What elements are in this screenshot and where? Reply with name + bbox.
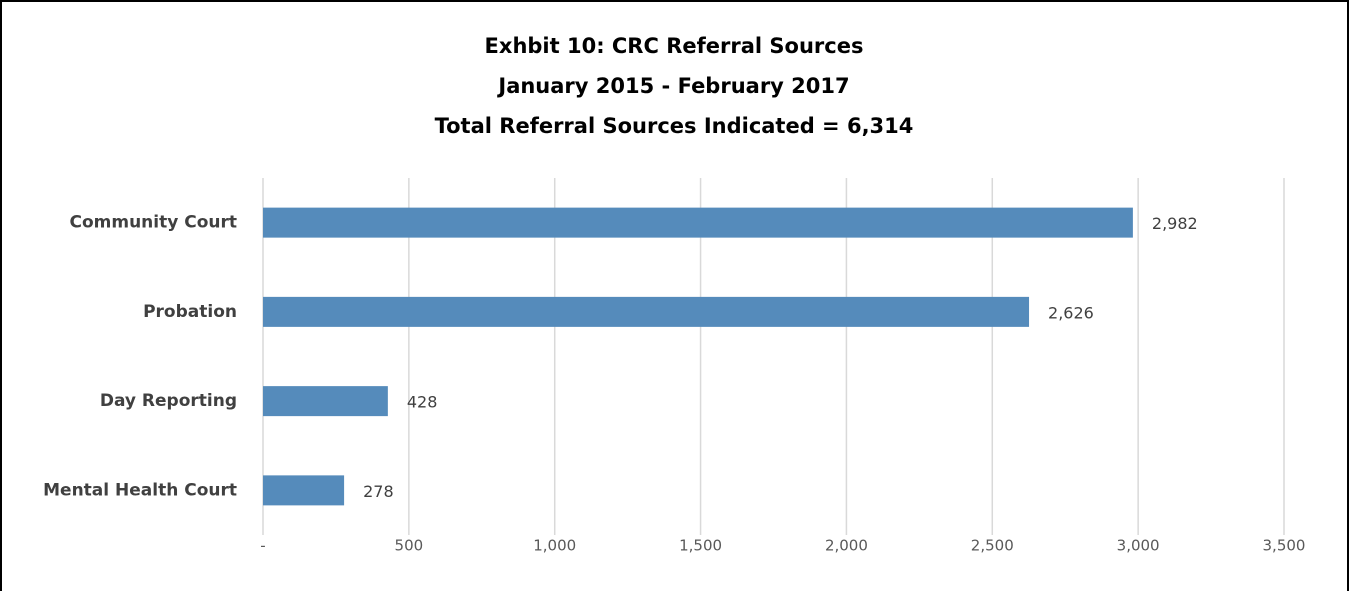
- x-tick-label: 2,500: [971, 537, 1014, 555]
- bar: [263, 296, 1030, 327]
- chart-title: Exhbit 10: CRC Referral Sources: [485, 34, 864, 58]
- value-label: 428: [407, 393, 438, 412]
- chart-subtitle: January 2015 - February 2017: [496, 74, 849, 98]
- value-label: 2,982: [1152, 214, 1198, 233]
- bar: [263, 475, 345, 506]
- x-tick-label: 3,500: [1263, 537, 1306, 555]
- y-tick-label: Day Reporting: [100, 391, 237, 411]
- chart-subtitle: Total Referral Sources Indicated = 6,314: [435, 114, 914, 138]
- x-tick-label: 1,000: [533, 537, 576, 555]
- x-tick-label: -: [260, 537, 265, 555]
- value-label: 2,626: [1048, 303, 1094, 322]
- y-tick-label: Probation: [143, 302, 237, 322]
- value-label: 278: [363, 482, 394, 501]
- x-tick-label: 500: [395, 537, 424, 555]
- x-tick-label: 2,000: [825, 537, 868, 555]
- y-tick-label: Community Court: [69, 213, 237, 233]
- y-tick-label: Mental Health Court: [43, 480, 237, 500]
- x-tick-label: 3,000: [1117, 537, 1160, 555]
- x-tick-label: 1,500: [679, 537, 722, 555]
- bar: [263, 386, 388, 417]
- bar: [263, 207, 1133, 238]
